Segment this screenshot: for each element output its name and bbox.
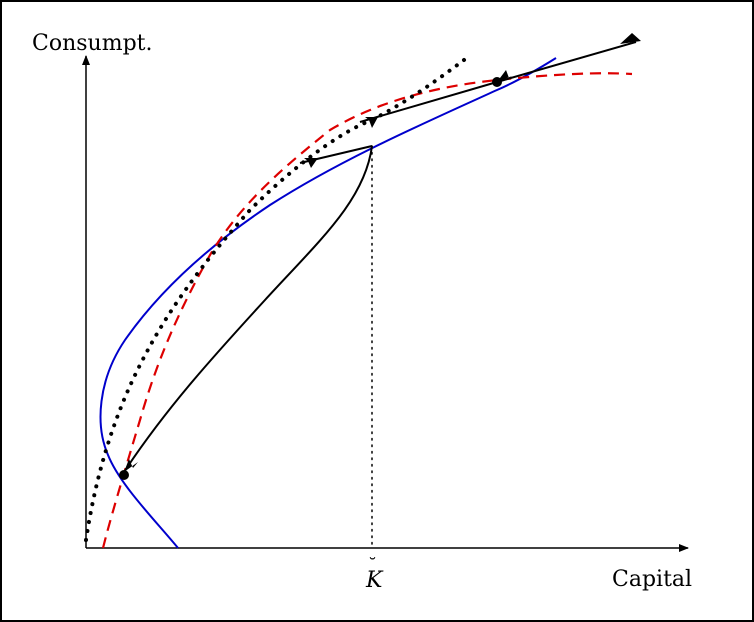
arrowhead-4 bbox=[304, 158, 318, 168]
trajectory-lower bbox=[123, 145, 373, 473]
black-dotted-curve bbox=[84, 58, 466, 542]
arrowhead-5 bbox=[124, 459, 138, 472]
arrowhead-3 bbox=[365, 117, 378, 128]
y-axis-label: Consumpt. bbox=[32, 31, 152, 56]
trajectory-upper-middle bbox=[359, 81, 498, 123]
low-steady-state bbox=[119, 470, 129, 480]
x-axis-label: Capital bbox=[612, 567, 692, 592]
threshold-accent: ˘ bbox=[368, 555, 377, 576]
trajectories bbox=[123, 33, 641, 473]
arrowhead-1 bbox=[620, 33, 641, 44]
high-steady-state bbox=[492, 77, 502, 87]
trajectory-upper-right bbox=[496, 41, 637, 83]
threshold-symbol: K bbox=[365, 568, 384, 593]
threshold-label: K ˘ bbox=[365, 555, 384, 593]
red-dashed-curve bbox=[101, 72, 633, 549]
blue-curve bbox=[99, 57, 557, 549]
